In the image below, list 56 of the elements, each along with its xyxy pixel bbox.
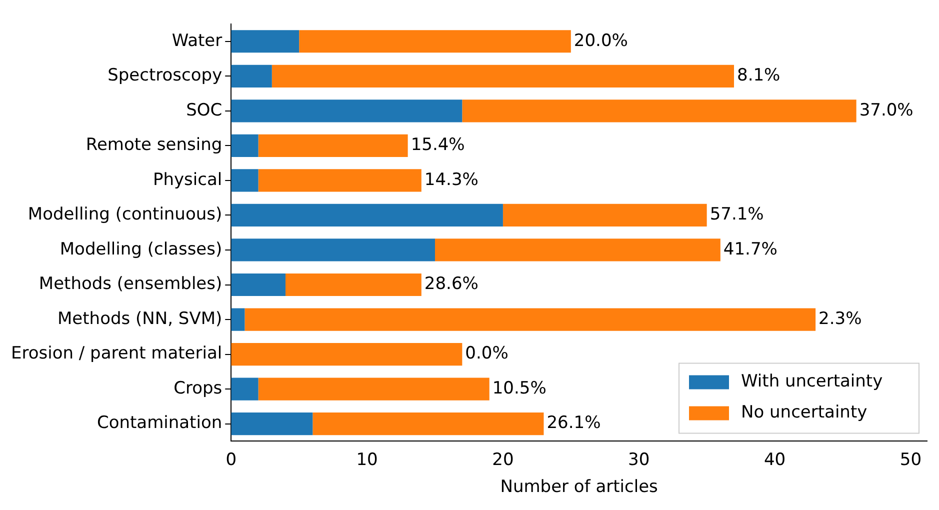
annotation: 20.0% (574, 30, 628, 51)
x-tick-label: 10 (356, 450, 378, 470)
x-tick-label: 40 (764, 450, 786, 470)
annotation: 2.3% (818, 308, 862, 329)
bar (231, 273, 286, 296)
annotation: 57.1% (710, 204, 764, 225)
annotation: 8.1% (737, 66, 780, 86)
annotation: 14.3% (424, 170, 478, 190)
x-axis-title: Number of articles (500, 477, 658, 498)
annotation: 15.4% (410, 135, 465, 156)
bar (231, 169, 258, 192)
y-tick-label: SOC (186, 100, 222, 120)
y-tick-label: Modelling (continuous) (28, 204, 222, 225)
annotation: 28.6% (424, 274, 478, 294)
bar (231, 238, 435, 262)
y-tick-label: Contamination (96, 413, 222, 434)
x-tick-label: 30 (628, 450, 650, 470)
y-tick-label: Modelling (classes) (60, 239, 222, 260)
bar (299, 30, 571, 53)
legend-label: No uncertainty (741, 402, 868, 423)
annotation: 41.7% (723, 239, 778, 260)
bar (462, 100, 856, 122)
bar (231, 342, 462, 366)
y-tick-label: Erosion / parent material (10, 344, 222, 364)
bar (231, 204, 503, 227)
y-tick-label: Remote sensing (86, 135, 222, 156)
bar (231, 134, 258, 157)
annotation: 37.0% (859, 100, 914, 120)
y-tick-label: Methods (ensembles) (38, 274, 222, 294)
bar (231, 308, 245, 331)
x-tick-label: 20 (492, 450, 514, 470)
bar (231, 412, 313, 436)
bar (231, 64, 272, 88)
y-tick-label: Spectroscopy (108, 66, 222, 86)
y-tick-label: Methods (NN, SVM) (58, 308, 222, 329)
bar (231, 100, 462, 122)
bar (312, 412, 544, 436)
bar (502, 204, 707, 227)
bar (435, 238, 720, 262)
bar (244, 308, 816, 331)
y-tick-label: Physical (152, 170, 222, 190)
x-tick-label: 50 (900, 450, 922, 470)
bar (258, 378, 490, 400)
y-tick-label: Water (172, 30, 222, 51)
legend-label: With uncertainty (741, 372, 883, 392)
annotation: 26.1% (546, 413, 601, 434)
x-tick-label: 0 (226, 450, 237, 470)
annotation: 10.5% (492, 378, 546, 398)
bar (258, 169, 422, 192)
bar (258, 134, 408, 157)
bar (231, 30, 300, 53)
y-tick-label: Crops (174, 378, 222, 398)
bar (231, 378, 258, 400)
bar (285, 273, 422, 296)
bar (272, 64, 734, 88)
annotation: 0.0% (465, 344, 508, 364)
